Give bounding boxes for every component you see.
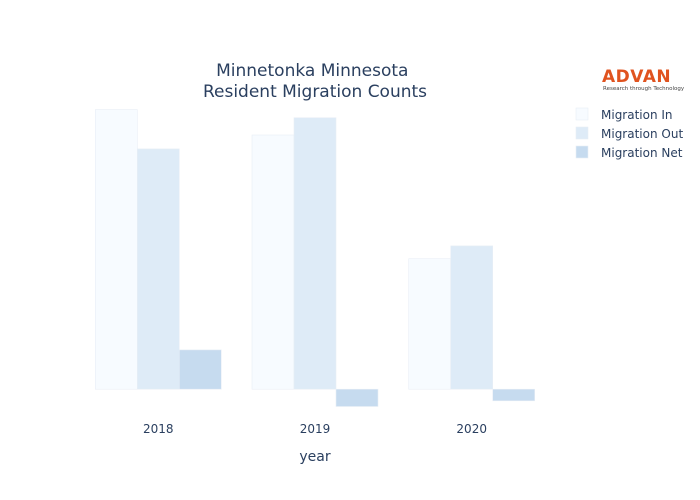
chart-title-line-2: Resident Migration Counts: [203, 82, 427, 102]
bar-migration-net-2018: [179, 349, 222, 390]
bar-migration-in-2018: [95, 109, 138, 390]
advan-logo: ADVAN Research through Technology: [602, 67, 685, 92]
legend-swatch-migration-in[interactable]: [575, 107, 589, 121]
legend-swatch-migration-out[interactable]: [575, 126, 589, 140]
bar-migration-in-2020: [408, 258, 452, 390]
bar-migration-net-2020: [492, 388, 536, 402]
x-tick-label-2020: 2020: [456, 422, 487, 436]
bar-migration-net-2019: [335, 388, 379, 407]
legend-label-migration-in[interactable]: Migration In: [601, 108, 673, 122]
x-tick-label-2019: 2019: [300, 422, 331, 436]
x-tick-label-2018: 2018: [143, 422, 174, 436]
chart-title-line-1: Minnetonka Minnesota: [216, 61, 408, 81]
bar-migration-out-2019: [293, 117, 337, 390]
bars-group: [95, 109, 536, 407]
legend-label-migration-out[interactable]: Migration Out: [601, 127, 683, 141]
x-tick-labels: 2018 2019 2020: [143, 422, 487, 436]
bar-migration-out-2018: [137, 148, 180, 390]
chart-title: Minnetonka Minnesota Resident Migration …: [203, 61, 427, 102]
bar-migration-out-2020: [450, 245, 494, 390]
advan-logo-tagline: Research through Technology: [603, 86, 685, 92]
advan-logo-wordmark: ADVAN: [602, 67, 671, 87]
legend-label-migration-net[interactable]: Migration Net: [601, 146, 683, 160]
bar-migration-in-2019: [251, 134, 295, 390]
x-axis-title: year: [299, 449, 330, 465]
legend-swatch-migration-net[interactable]: [575, 145, 589, 159]
legend: Migration In Migration Out Migration Net: [575, 107, 683, 160]
